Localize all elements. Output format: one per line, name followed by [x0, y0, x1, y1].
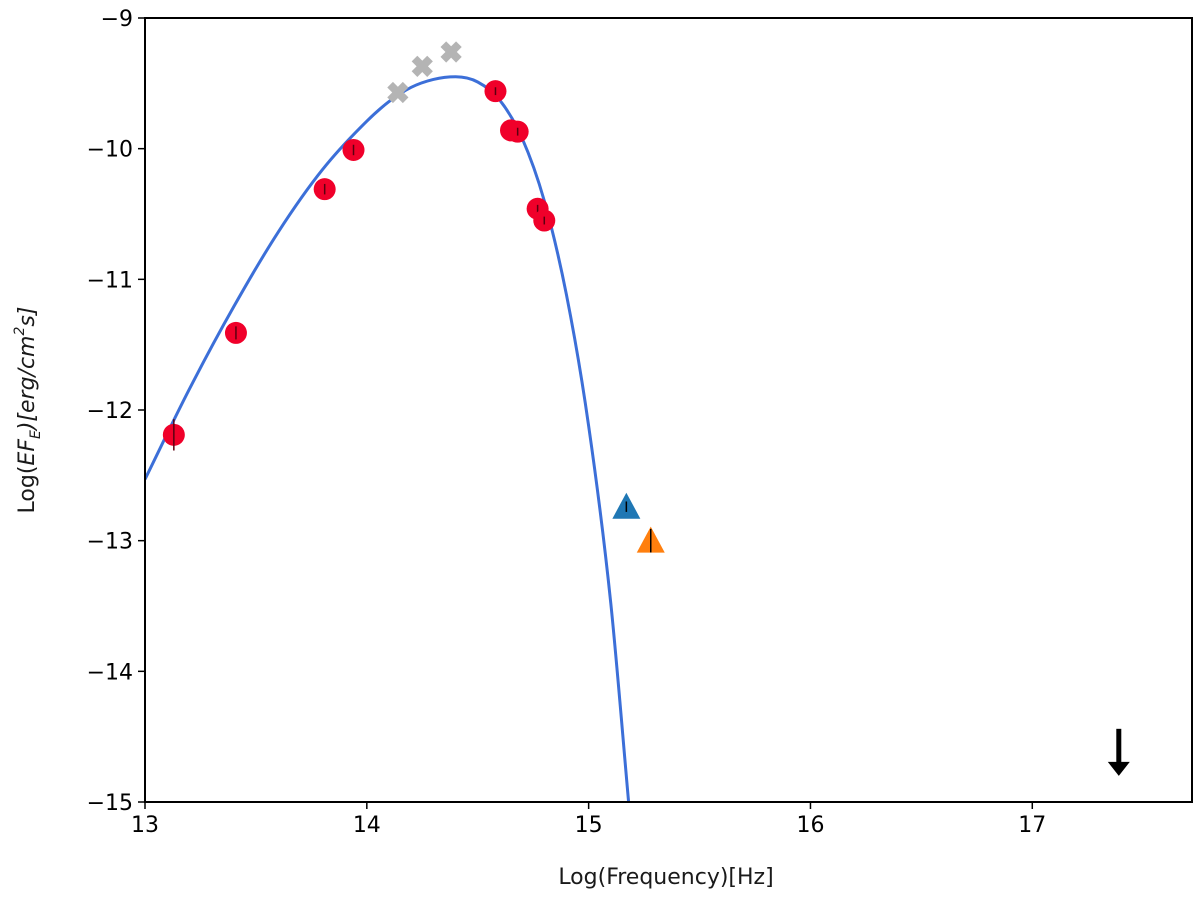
y-tick-label: −15: [87, 791, 133, 816]
x-tick-label: 14: [353, 813, 381, 838]
y-tick-label: −12: [87, 399, 133, 424]
y-tick-label: −13: [87, 530, 133, 555]
data-point: [387, 81, 409, 104]
series-1: [387, 41, 462, 104]
x-tick-label: 13: [131, 813, 159, 838]
series-0: [162, 80, 556, 451]
plot-frame: [144, 17, 1193, 803]
x-tick-label: 15: [575, 813, 603, 838]
model-curve-line: [145, 75, 631, 802]
y-axis-label: Log(EFE)[erg/cm2s]: [12, 307, 44, 514]
axis-ticks: 13 14 15 16 17 −9 −10 −11 −12 −13 −14 −15: [87, 7, 1047, 838]
data-point: [440, 41, 462, 63]
y-tick-label: −9: [101, 7, 133, 32]
y-tick-label: −14: [87, 660, 133, 685]
x-axis-label: Log(Frequency)[Hz]: [558, 865, 773, 890]
series-3: [636, 526, 665, 553]
upper-limit-arrowhead: [1107, 761, 1130, 776]
data-point: [411, 55, 433, 77]
y-tick-label: −10: [87, 138, 133, 163]
series-4: [1107, 728, 1130, 776]
series-2: [612, 492, 641, 519]
plot-area: [145, 41, 1130, 802]
y-tick-label: −11: [87, 268, 133, 293]
x-tick-label: 16: [796, 813, 824, 838]
x-tick-label: 17: [1018, 813, 1046, 838]
